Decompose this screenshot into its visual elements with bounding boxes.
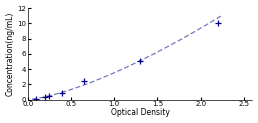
Y-axis label: Concentration(ng/mL): Concentration(ng/mL)	[6, 12, 14, 96]
X-axis label: Optical Density: Optical Density	[111, 108, 170, 117]
